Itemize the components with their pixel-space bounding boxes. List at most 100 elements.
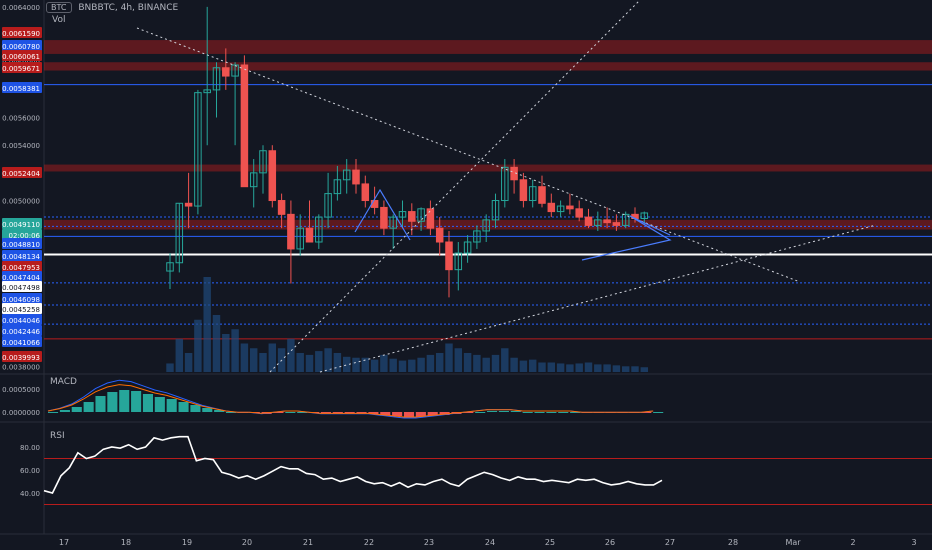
candle-body	[259, 150, 267, 174]
macd-histogram-bar	[510, 411, 521, 412]
candle-body	[408, 211, 416, 222]
x-axis-label: 21	[303, 538, 313, 547]
candle-body	[566, 205, 574, 210]
descending-trendline	[136, 27, 801, 283]
price-label-text: 0.0060780	[2, 43, 40, 51]
candle-body	[175, 202, 184, 264]
candle-body	[194, 92, 202, 207]
price-label-box	[2, 261, 42, 272]
candle-body	[222, 67, 230, 77]
price-label-text: 0.0044046	[2, 317, 40, 325]
volume-bar	[361, 357, 370, 372]
volume-bar	[370, 359, 379, 372]
volume-bar	[222, 334, 230, 372]
price-label-text: 0.0058381	[2, 85, 40, 93]
candle-body	[342, 169, 351, 181]
macd-histogram-bar	[178, 402, 189, 412]
support-trendline	[319, 224, 877, 373]
volume-bar	[166, 363, 174, 372]
macd-histogram-bar	[498, 411, 509, 412]
price-label-box	[2, 303, 42, 314]
price-label-text: 0.0042446	[2, 328, 40, 336]
candle-body	[268, 150, 277, 202]
macd-histogram-bar	[403, 412, 415, 417]
price-label-box	[2, 229, 42, 240]
volume-bar	[398, 360, 407, 372]
macd-tick-label: 0.0005000	[2, 386, 40, 394]
price-label-box	[2, 40, 42, 51]
x-axis-label: 27	[665, 538, 675, 547]
price-label-text: 0.0047953	[2, 264, 40, 272]
candle-body	[556, 205, 565, 213]
macd-histogram-bar	[427, 412, 438, 416]
macd-histogram-bar	[71, 407, 82, 412]
macd-histogram-bar	[154, 397, 165, 412]
price-label-text: 0.0046098	[2, 296, 40, 304]
candle-body	[184, 202, 193, 207]
volume-bar	[324, 348, 332, 372]
price-label-text: 0.0045258	[2, 306, 40, 314]
macd-histogram-bar	[641, 412, 652, 413]
x-axis-label: 18	[121, 538, 131, 547]
volume-bar	[603, 364, 611, 372]
x-axis-label: 24	[485, 538, 495, 547]
candle-body	[287, 213, 295, 250]
x-axis-label: 3	[911, 538, 916, 547]
price-label-text: 0.0052404	[2, 170, 40, 178]
resistance-zone	[44, 62, 932, 71]
volume-bar	[594, 364, 602, 372]
volume-bar	[426, 354, 435, 372]
pattern-drawing	[581, 215, 672, 261]
macd-histogram-bar	[83, 402, 94, 412]
volume-bar	[249, 348, 258, 372]
candle-body	[538, 186, 546, 204]
chart-header: BTC BNBBTC, 4h, BINANCE	[46, 2, 178, 13]
macd-histogram-bar	[107, 392, 118, 412]
candle-body	[482, 219, 490, 232]
candle-body	[231, 64, 239, 77]
candle-body	[547, 202, 556, 213]
signal-line	[47, 384, 654, 418]
candle-body	[445, 241, 453, 271]
macd-histogram-bar	[190, 405, 201, 412]
candle-body	[240, 64, 249, 188]
price-tick-label: 0.0050000	[2, 198, 40, 206]
volume-bar	[296, 353, 304, 372]
volume-bar	[175, 338, 184, 372]
pattern-drawing	[354, 188, 411, 241]
volume-bar	[287, 338, 295, 372]
price-label-text: 0.0048810	[2, 241, 40, 249]
candle-body	[473, 230, 481, 243]
x-axis-label: Mar	[785, 538, 801, 547]
candle-body	[575, 208, 583, 218]
candle-body	[315, 216, 323, 243]
volume-bar	[621, 366, 630, 372]
macd-histogram-bar	[297, 412, 308, 413]
macd-histogram-bar	[285, 412, 296, 413]
candle-body	[426, 208, 435, 229]
macd-histogram-bar	[534, 412, 545, 413]
price-label-text: 0.0061590	[2, 30, 40, 38]
resistance-zone	[44, 164, 932, 172]
price-label-text: 0.0059671	[2, 65, 40, 73]
rsi-tick-label: 40.00	[20, 490, 40, 498]
macd-histogram-bar	[368, 412, 379, 414]
macd-histogram-bar	[558, 412, 569, 413]
macd-histogram-bar	[225, 412, 237, 413]
macd-histogram-bar	[522, 412, 533, 413]
price-label-box	[2, 250, 42, 261]
candle-body	[594, 219, 602, 226]
volume-bar	[482, 357, 490, 372]
symbol-badge[interactable]: BTC	[46, 2, 72, 13]
price-label-text: 02:00:06	[9, 232, 41, 240]
price-label-box	[2, 50, 42, 61]
candle-body	[519, 179, 528, 202]
x-axis-label: 17	[59, 538, 69, 547]
volume-bar	[501, 348, 509, 372]
candle-body	[640, 212, 649, 219]
volume-bar	[240, 343, 249, 372]
volume-bar	[408, 359, 416, 372]
